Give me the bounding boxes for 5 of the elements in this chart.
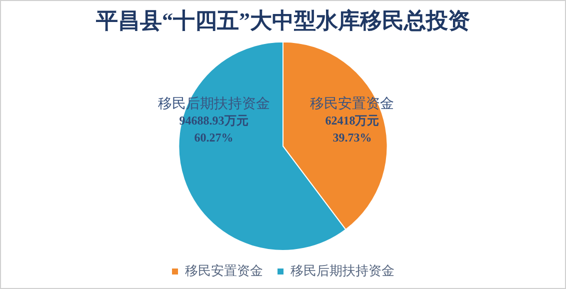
slice-label: 移民后期扶持资金 [158,96,270,112]
legend-label: 移民后期扶持资金 [290,262,394,278]
chart-title: 平昌县“十四五”大中型水库移民总投资 [95,8,470,33]
data-label: 62418万元 39.73% [325,113,380,144]
legend-label: 移民安置资金 [185,262,263,278]
